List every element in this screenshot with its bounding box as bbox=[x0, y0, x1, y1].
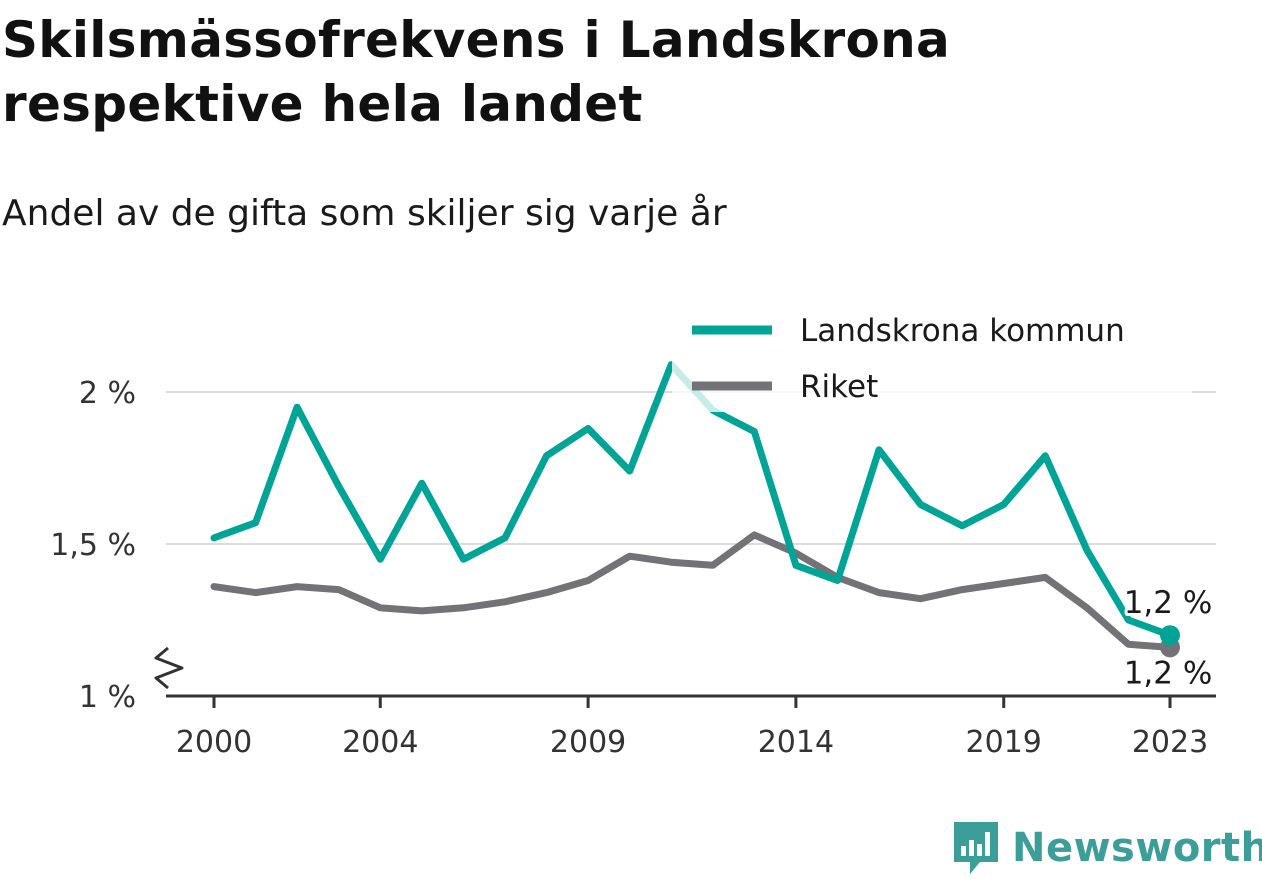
series-line bbox=[210, 531, 1174, 651]
y-tick-label: 2 % bbox=[79, 376, 136, 411]
chart-subtitle: Andel av de gifta som skiljer sig varje … bbox=[2, 193, 727, 234]
axes: 1 % 1,5 % 2 % 2000 2004 2009 2014 2019 2023 bbox=[50, 376, 1216, 760]
x-tick-label: 2019 bbox=[966, 725, 1042, 760]
end-value-label: 1,2 % bbox=[1124, 585, 1213, 621]
end-value-label: 1,2 % bbox=[1124, 655, 1213, 691]
x-tick-label: 2023 bbox=[1132, 725, 1208, 760]
y-tick-label: 1,5 % bbox=[50, 528, 136, 563]
chart-title: Skilsmässofrekvens i Landskrona respekti… bbox=[2, 11, 951, 133]
brand-name: Newsworthy bbox=[1012, 825, 1262, 871]
y-axis-break-icon bbox=[154, 646, 184, 690]
y-tick-label: 1 % bbox=[79, 680, 136, 715]
x-tick-label: 2000 bbox=[176, 725, 252, 760]
legend-label: Landskrona kommun bbox=[800, 313, 1125, 349]
bar-chart-speech-bubble-icon bbox=[954, 822, 998, 874]
end-labels: 1,2 % 1,2 % bbox=[1121, 582, 1216, 694]
x-tick-label: 2009 bbox=[550, 725, 626, 760]
newsworthy-brand[interactable]: Newsworthy bbox=[950, 818, 1262, 878]
legend: Landskrona kommun Riket bbox=[672, 300, 1192, 412]
legend-background bbox=[672, 300, 1192, 412]
series-end-point bbox=[1160, 625, 1180, 646]
legend-label: Riket bbox=[800, 369, 878, 405]
x-tick-label: 2014 bbox=[758, 725, 834, 760]
gridlines bbox=[166, 391, 1216, 545]
x-tick-label: 2004 bbox=[342, 725, 418, 760]
